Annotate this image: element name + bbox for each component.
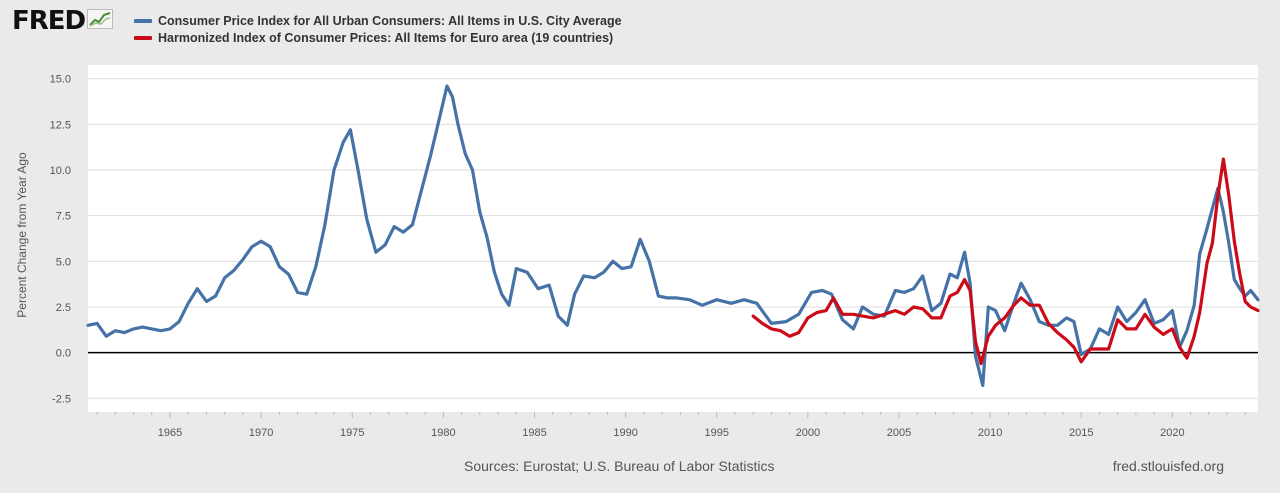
x-tick-label: 2010: [978, 427, 1002, 439]
legend-item-euro-hicp[interactable]: Harmonized Index of Consumer Prices: All…: [134, 29, 622, 46]
x-tick-label: 1985: [522, 427, 546, 439]
y-tick-label: 15.0: [50, 74, 71, 86]
legend-swatch-euro-hicp: [134, 35, 152, 40]
fred-logo-text: FRED: [12, 6, 86, 36]
x-tick-label: 1980: [431, 427, 455, 439]
y-tick-label: 2.5: [56, 302, 71, 314]
sources-note: Sources: Eurostat; U.S. Bureau of Labor …: [464, 458, 775, 474]
x-tick-label: 1990: [613, 427, 637, 439]
y-tick-label: 7.5: [56, 211, 71, 223]
y-tick-label: 0.0: [56, 348, 71, 360]
series-line-us-cpi: [86, 84, 1260, 388]
x-tick-labels: 1965 1970 1975 1980 1985 1990 1995 2000 2005 2010…: [96, 412, 1246, 439]
legend-item-us-cpi[interactable]: Consumer Price Index for All Urban Consu…: [134, 12, 622, 29]
y-tick-label: 5.0: [56, 256, 71, 268]
x-tick-label: 2005: [887, 427, 911, 439]
legend-swatch-us-cpi: [134, 18, 152, 23]
series-line-euro-hicp: [751, 157, 1260, 366]
y-tick-labels: 15.0 12.5 10.0 7.5 5.0 2.5 0.0 -2.5: [50, 74, 71, 406]
x-tick-label: 1975: [340, 427, 364, 439]
x-tick-label: 2020: [1160, 427, 1184, 439]
x-tick-label: 1995: [704, 427, 728, 439]
series-lines: [86, 84, 1260, 388]
fred-logo[interactable]: FRED: [12, 6, 114, 36]
y-tick-label: 12.5: [50, 119, 71, 131]
x-tick-label: 2000: [796, 427, 820, 439]
x-tick-label: 1970: [249, 427, 273, 439]
y-tick-label: 10.0: [50, 165, 71, 177]
plot-area: [88, 65, 1258, 412]
legend-label-us-cpi: Consumer Price Index for All Urban Consu…: [158, 13, 622, 28]
chart-legend: Consumer Price Index for All Urban Consu…: [134, 12, 622, 46]
grid-lines: [88, 78, 1258, 399]
legend-label-euro-hicp: Harmonized Index of Consumer Prices: All…: [158, 30, 614, 45]
y-tick-label: -2.5: [52, 393, 71, 405]
x-tick-label: 2015: [1069, 427, 1093, 439]
fred-site-link[interactable]: fred.stlouisfed.org: [1112, 458, 1224, 474]
trend-graph-icon: [87, 8, 114, 34]
x-tick-label: 1965: [158, 427, 182, 439]
